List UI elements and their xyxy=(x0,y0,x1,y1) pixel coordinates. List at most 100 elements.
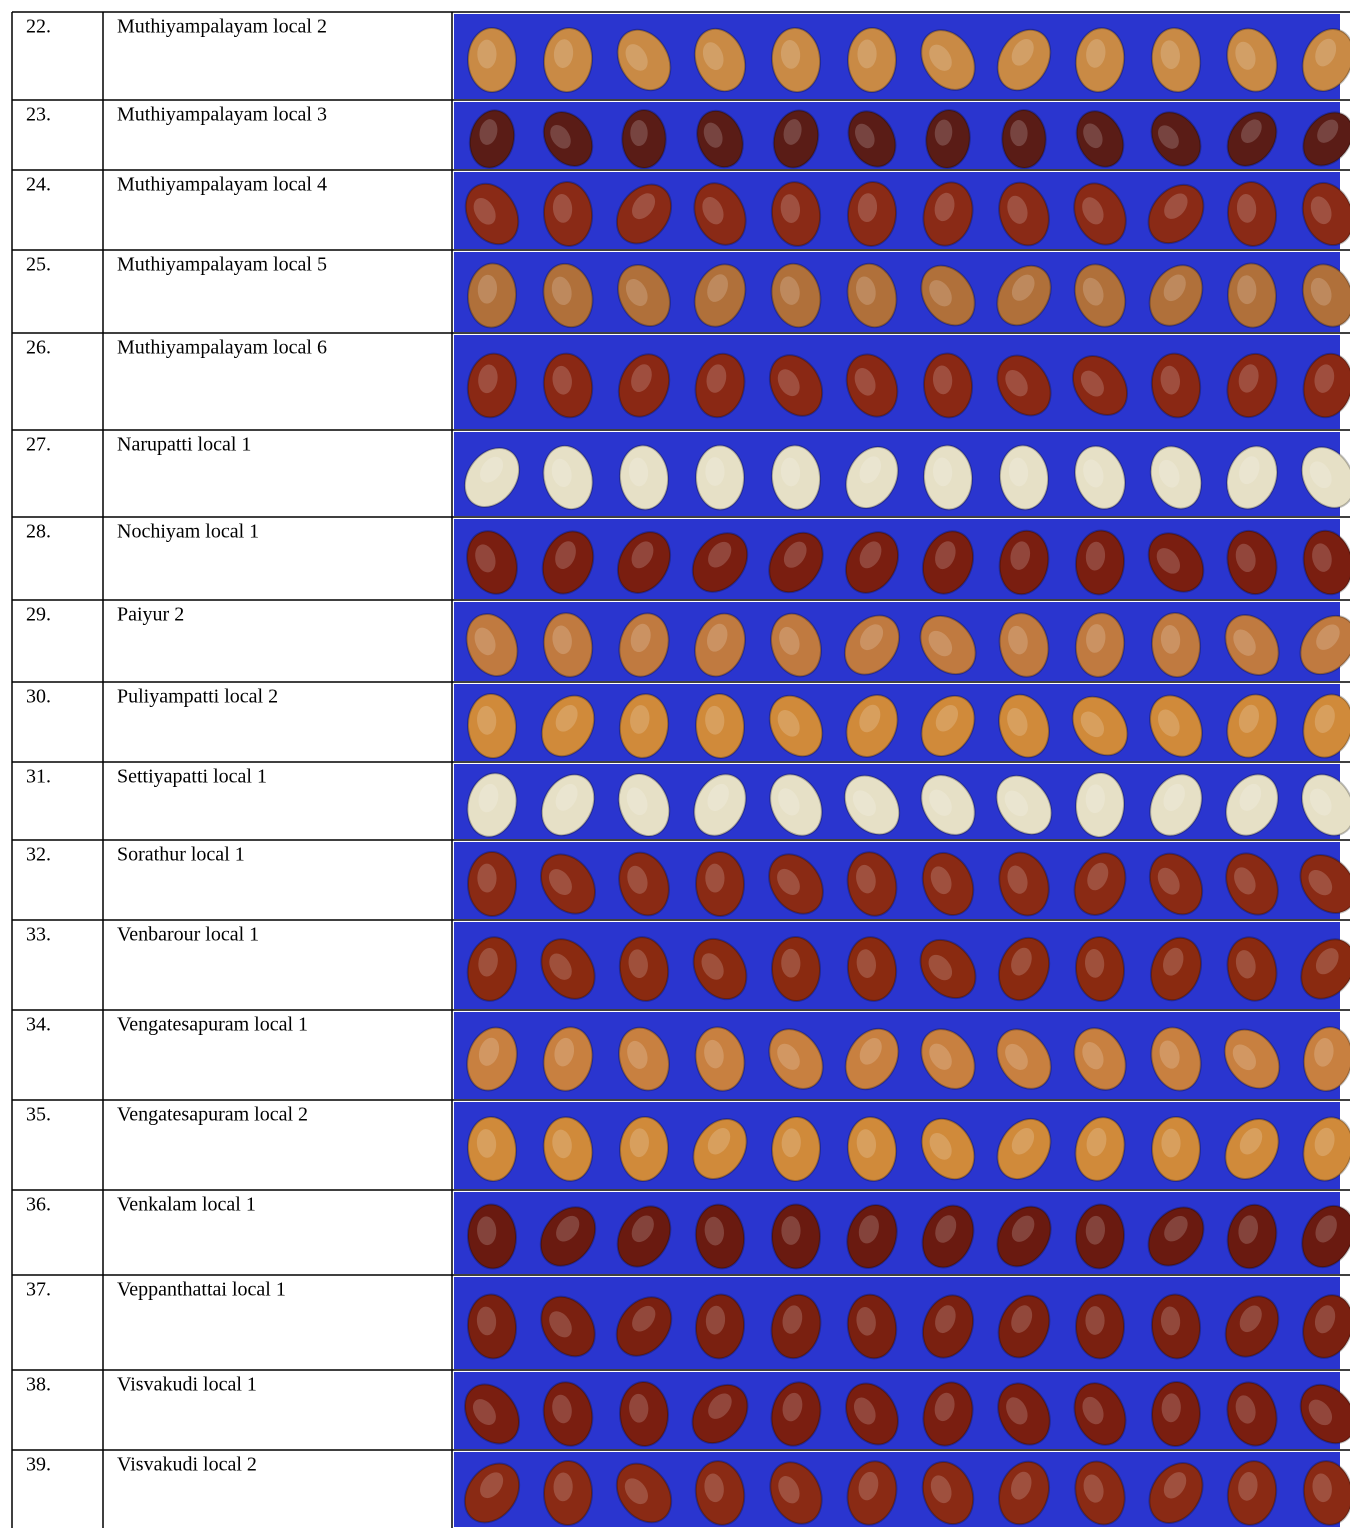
seed xyxy=(692,937,748,1001)
seed xyxy=(846,1293,898,1360)
seed-highlight xyxy=(1235,543,1256,573)
seed-highlight xyxy=(1006,1397,1028,1425)
seed-highlight xyxy=(780,40,801,69)
seed-highlight xyxy=(555,541,576,569)
seed xyxy=(618,444,670,511)
seed xyxy=(770,444,822,511)
seed-highlight xyxy=(1085,1215,1106,1245)
row-number: 25. xyxy=(26,254,51,276)
seed-highlight xyxy=(1314,364,1335,393)
seed xyxy=(1150,27,1202,93)
seed xyxy=(846,851,898,917)
accession-name: Venkalam local 1 xyxy=(117,1194,256,1216)
seed-highlight xyxy=(856,276,876,305)
seed-highlight xyxy=(1086,1127,1107,1157)
seed-highlight xyxy=(1315,948,1339,975)
seed-highlight xyxy=(702,196,724,225)
accession-name: Paiyur 2 xyxy=(117,604,184,626)
seed xyxy=(1075,110,1125,168)
seed xyxy=(1302,1294,1350,1359)
seed-highlight xyxy=(777,369,800,397)
seed xyxy=(539,1206,597,1267)
seed xyxy=(921,1294,975,1359)
seed xyxy=(769,1461,823,1525)
seed xyxy=(1074,1203,1126,1270)
seed xyxy=(1299,854,1350,914)
seed xyxy=(1001,109,1047,169)
seed-highlight xyxy=(780,457,801,487)
row-number: 22. xyxy=(26,16,51,38)
seed-highlight xyxy=(934,1392,955,1422)
seed xyxy=(694,612,746,678)
seed xyxy=(466,530,518,595)
seed-highlight xyxy=(929,280,952,307)
seed-highlight xyxy=(935,541,956,570)
seed-highlight xyxy=(477,39,497,69)
seed-highlight xyxy=(1160,365,1180,395)
seed-highlight xyxy=(1157,867,1180,895)
row-number: 31. xyxy=(26,766,51,788)
seed xyxy=(1226,1460,1278,1526)
seed-row xyxy=(466,27,1350,93)
seed xyxy=(770,936,822,1002)
seed xyxy=(466,936,518,1002)
seed-highlight xyxy=(780,194,801,223)
seed xyxy=(692,1118,748,1180)
seed xyxy=(1226,262,1278,329)
seed-highlight xyxy=(928,630,953,657)
seed-row xyxy=(466,1293,1350,1360)
seed-highlight xyxy=(859,456,882,484)
seed xyxy=(466,772,518,838)
seed-highlight xyxy=(708,1393,732,1419)
seed-highlight xyxy=(1010,541,1031,570)
seed-highlight xyxy=(1235,1395,1256,1424)
seed-highlight xyxy=(549,953,572,980)
seed xyxy=(919,614,977,676)
seed-highlight xyxy=(1308,869,1333,896)
seed xyxy=(463,447,521,508)
seed-highlight xyxy=(707,274,728,302)
accession-name: Vengatesapuram local 2 xyxy=(117,1104,308,1126)
seed xyxy=(694,693,746,759)
seed-highlight xyxy=(476,1129,497,1158)
seed xyxy=(618,693,670,759)
seed xyxy=(1150,1293,1202,1360)
seed xyxy=(1226,181,1278,247)
seed-highlight xyxy=(1316,624,1340,650)
seed-highlight xyxy=(707,783,729,811)
seed xyxy=(618,612,670,678)
seed xyxy=(1225,773,1279,837)
seed xyxy=(464,182,520,246)
seed xyxy=(770,1203,822,1270)
seed xyxy=(1147,532,1205,593)
seed xyxy=(843,614,901,676)
seed-highlight xyxy=(1156,548,1181,574)
seed-highlight xyxy=(1082,1042,1104,1070)
seed-highlight xyxy=(1157,709,1180,737)
seed-highlight xyxy=(626,787,648,816)
seed xyxy=(998,444,1050,511)
seed-highlight xyxy=(1315,38,1337,67)
seed xyxy=(846,181,898,247)
seed-highlight xyxy=(1238,1472,1258,1501)
seed-highlight xyxy=(1314,704,1335,733)
seed-highlight xyxy=(702,42,724,71)
seed-highlight xyxy=(1082,277,1104,306)
seed xyxy=(768,354,824,417)
accession-name: Narupatti local 1 xyxy=(117,434,251,456)
seed xyxy=(1302,529,1350,596)
seed-highlight xyxy=(1011,1128,1035,1155)
seed xyxy=(1302,1026,1350,1092)
accession-name: Nochiyam local 1 xyxy=(117,521,259,543)
seed-highlight xyxy=(1010,120,1028,147)
seed-highlight xyxy=(1239,1128,1263,1155)
seed-highlight xyxy=(480,1472,504,1499)
seed xyxy=(770,262,822,329)
seed-highlight xyxy=(631,1215,654,1243)
seed-highlight xyxy=(930,866,952,895)
seed-highlight xyxy=(781,1216,801,1245)
seed xyxy=(769,773,823,837)
seed-highlight xyxy=(625,44,648,71)
seed xyxy=(542,262,594,329)
seed xyxy=(1226,27,1278,93)
